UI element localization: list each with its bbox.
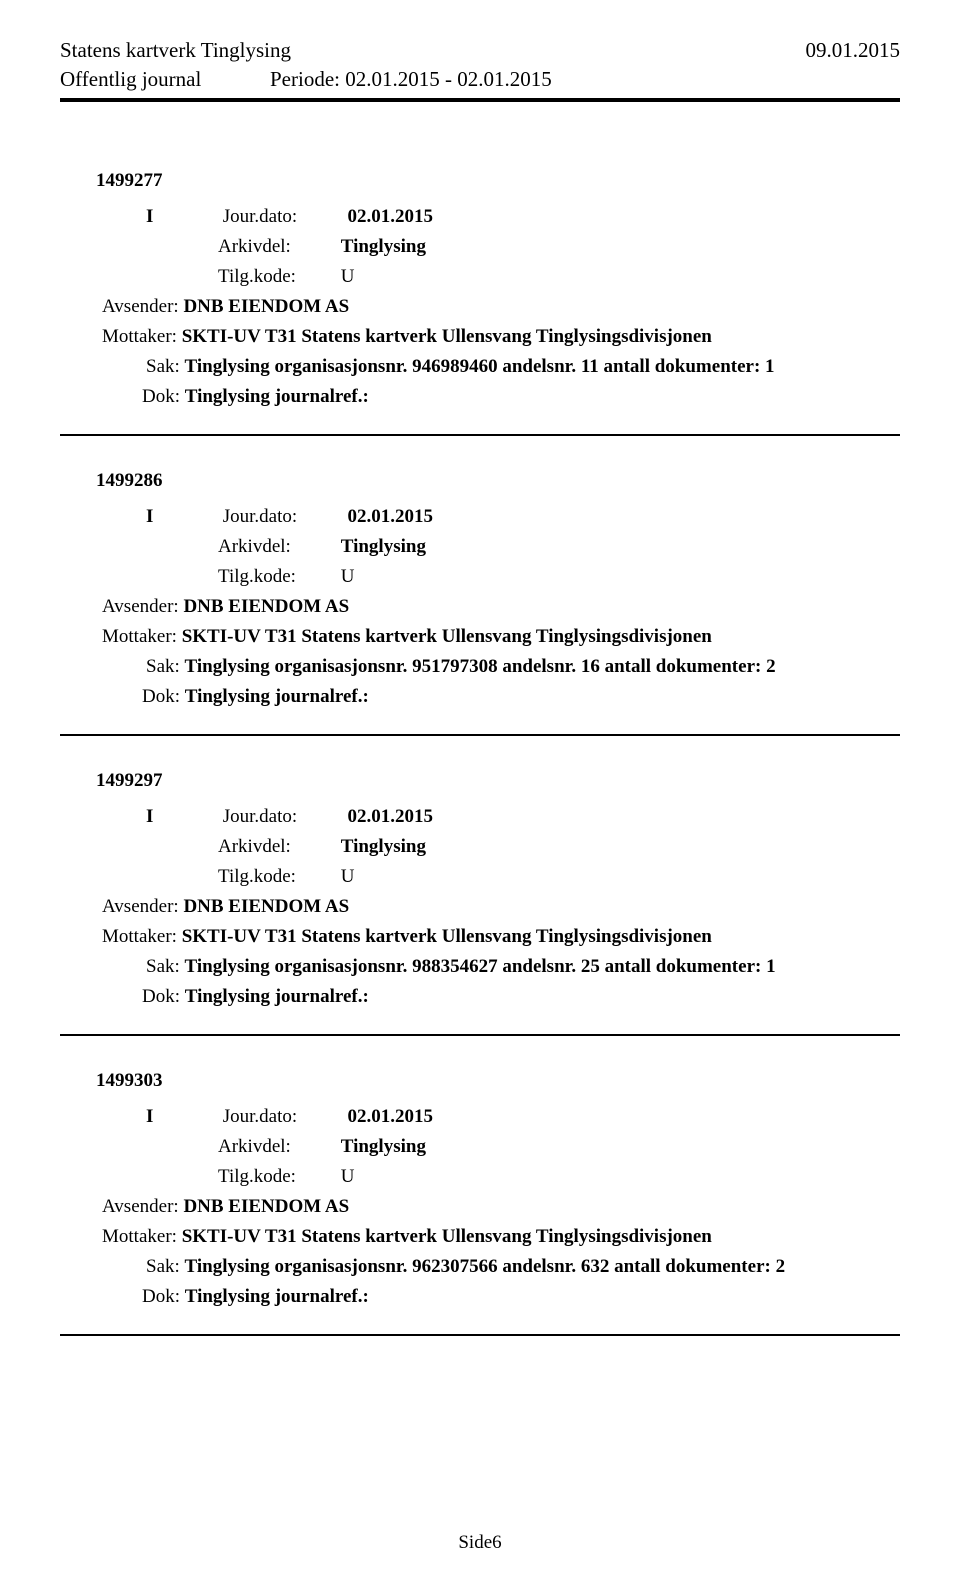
sak-value: Tinglysing organisasjonsnr. 946989460 an… <box>185 356 775 377</box>
tilgkode-value: U <box>341 866 355 887</box>
jourdato-label: Jour.dato: <box>223 206 343 228</box>
dok-value: Tinglysing journalref.: <box>185 686 369 707</box>
mottaker-value: SKTI-UV T31 Statens kartverk Ullensvang … <box>182 626 712 647</box>
header-period: Periode: 02.01.2015 - 02.01.2015 <box>270 67 552 92</box>
entry-id: 1499286 <box>60 470 900 492</box>
arkivdel-value: Tinglysing <box>341 836 426 857</box>
tilgkode-label: Tilg.kode: <box>218 866 336 888</box>
avsender-value: DNB EIENDOM AS <box>183 896 349 917</box>
sak-label: Sak: <box>146 356 180 377</box>
entry-id: 1499297 <box>60 770 900 792</box>
dok-label: Dok: <box>142 986 180 1007</box>
header-rule <box>60 98 900 102</box>
header-org: Statens kartverk Tinglysing <box>60 38 291 63</box>
entry-direction: I <box>146 506 218 528</box>
avsender-value: DNB EIENDOM AS <box>183 1196 349 1217</box>
entry-direction: I <box>146 806 218 828</box>
sak-value: Tinglysing organisasjonsnr. 951797308 an… <box>185 656 776 677</box>
avsender-value: DNB EIENDOM AS <box>183 596 349 617</box>
arkivdel-value: Tinglysing <box>341 1136 426 1157</box>
mottaker-label: Mottaker: <box>102 626 177 647</box>
mottaker-value: SKTI-UV T31 Statens kartverk Ullensvang … <box>182 1226 712 1247</box>
page-number: Side6 <box>0 1532 960 1554</box>
arkivdel-value: Tinglysing <box>341 236 426 257</box>
arkivdel-value: Tinglysing <box>341 536 426 557</box>
journal-entry: 1499286 I Jour.dato: 02.01.2015 Arkivdel… <box>60 470 900 708</box>
dok-value: Tinglysing journalref.: <box>185 986 369 1007</box>
sak-value: Tinglysing organisasjonsnr. 988354627 an… <box>185 956 776 977</box>
arkivdel-label: Arkivdel: <box>218 1136 336 1158</box>
jourdato-label: Jour.dato: <box>223 806 343 828</box>
jourdato-value: 02.01.2015 <box>348 506 434 527</box>
sak-label: Sak: <box>146 1256 180 1277</box>
jourdato-value: 02.01.2015 <box>348 806 434 827</box>
dok-value: Tinglysing journalref.: <box>185 1286 369 1307</box>
arkivdel-label: Arkivdel: <box>218 836 336 858</box>
tilgkode-value: U <box>341 566 355 587</box>
dok-label: Dok: <box>142 686 180 707</box>
tilgkode-value: U <box>341 1166 355 1187</box>
entry-separator <box>60 1334 900 1336</box>
mottaker-value: SKTI-UV T31 Statens kartverk Ullensvang … <box>182 326 712 347</box>
sak-value: Tinglysing organisasjonsnr. 962307566 an… <box>185 1256 786 1277</box>
sak-label: Sak: <box>146 956 180 977</box>
mottaker-label: Mottaker: <box>102 1226 177 1247</box>
mottaker-label: Mottaker: <box>102 926 177 947</box>
mottaker-label: Mottaker: <box>102 326 177 347</box>
entries-list: 1499277 I Jour.dato: 02.01.2015 Arkivdel… <box>60 110 900 1336</box>
jourdato-value: 02.01.2015 <box>348 1106 434 1127</box>
entry-separator <box>60 734 900 736</box>
sak-label: Sak: <box>146 656 180 677</box>
entry-id: 1499303 <box>60 1070 900 1092</box>
header-subtitle: Offentlig journal <box>60 67 270 92</box>
avsender-label: Avsender: <box>102 296 179 317</box>
entry-separator <box>60 434 900 436</box>
dok-value: Tinglysing journalref.: <box>185 386 369 407</box>
arkivdel-label: Arkivdel: <box>218 536 336 558</box>
entry-direction: I <box>146 206 218 228</box>
jourdato-label: Jour.dato: <box>223 1106 343 1128</box>
entry-direction: I <box>146 1106 218 1128</box>
tilgkode-label: Tilg.kode: <box>218 1166 336 1188</box>
dok-label: Dok: <box>142 1286 180 1307</box>
dok-label: Dok: <box>142 386 180 407</box>
tilgkode-label: Tilg.kode: <box>218 266 336 288</box>
journal-entry: 1499277 I Jour.dato: 02.01.2015 Arkivdel… <box>60 170 900 408</box>
mottaker-value: SKTI-UV T31 Statens kartverk Ullensvang … <box>182 926 712 947</box>
arkivdel-label: Arkivdel: <box>218 236 336 258</box>
avsender-value: DNB EIENDOM AS <box>183 296 349 317</box>
journal-entry: 1499297 I Jour.dato: 02.01.2015 Arkivdel… <box>60 770 900 1008</box>
jourdato-label: Jour.dato: <box>223 506 343 528</box>
jourdato-value: 02.01.2015 <box>348 206 434 227</box>
entry-id: 1499277 <box>60 170 900 192</box>
entry-separator <box>60 1034 900 1036</box>
journal-entry: 1499303 I Jour.dato: 02.01.2015 Arkivdel… <box>60 1070 900 1308</box>
page-header: Statens kartverk Tinglysing 09.01.2015 O… <box>60 38 900 102</box>
avsender-label: Avsender: <box>102 596 179 617</box>
tilgkode-label: Tilg.kode: <box>218 566 336 588</box>
avsender-label: Avsender: <box>102 1196 179 1217</box>
tilgkode-value: U <box>341 266 355 287</box>
avsender-label: Avsender: <box>102 896 179 917</box>
header-date: 09.01.2015 <box>806 38 901 63</box>
